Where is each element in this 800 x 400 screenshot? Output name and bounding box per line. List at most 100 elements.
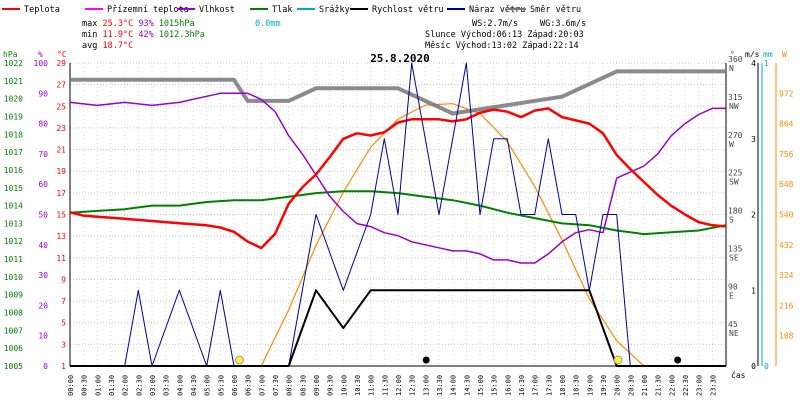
x-tick-label: 04:30 [190, 375, 198, 396]
x-tick-label: 20:00 [614, 375, 622, 396]
moon-marker [674, 356, 682, 364]
humidity-tick-label: 50 [38, 211, 48, 220]
rain-tick-label: 1 [764, 59, 769, 68]
pressure-tick-label: 1019 [4, 112, 23, 121]
legend-label: Přízemní teplota [107, 5, 189, 15]
svg-text:Měsíc Východ:13:02 Západ:22:14: Měsíc Východ:13:02 Západ:22:14 [425, 41, 579, 51]
x-tick-label: 06:30 [245, 375, 253, 396]
humidity-tick-label: 100 [34, 59, 49, 68]
solar-tick-label: 756 [779, 150, 794, 159]
series-line-n-raz-v-tru [70, 62, 726, 367]
speed-tick-label: 3 [751, 135, 756, 144]
solar-tick-label: 972 [779, 89, 794, 98]
svg-text:max 25.3°C 93% 1015hPa: max 25.3°C 93% 1015hPa [82, 19, 195, 29]
plot-area [69, 62, 727, 367]
direction-name-label: SW [729, 178, 739, 187]
x-tick-label: 14:00 [450, 375, 458, 396]
x-tick-label: 15:00 [477, 375, 485, 396]
rain-unit: mm [763, 50, 773, 59]
sun-label: Slunce [425, 30, 456, 40]
stats-block: max 25.3°C 93% 1015hPa 0.0mm min 11.9°C … [82, 19, 281, 51]
direction-name-label: E [729, 291, 734, 300]
direction-tick-label: 270 [728, 131, 743, 140]
direction-tick-label: 135 [728, 244, 743, 253]
pressure-tick-label: 1017 [4, 148, 23, 157]
x-tick-label: 04:00 [176, 375, 184, 396]
x-tick-label: 22:00 [668, 375, 676, 396]
legend: Teplota Přízemní teplota Vlhkost Tlak Srážky… [2, 5, 581, 15]
temp-tick-label: 3 [61, 340, 66, 349]
stats-min-label: min [82, 30, 97, 40]
pressure-tick-label: 1011 [4, 255, 23, 264]
x-axis-label: čas [731, 370, 746, 380]
x-tick-label: 03:30 [163, 375, 171, 396]
pressure-tick-label: 1013 [4, 219, 23, 228]
x-tick-label: 00:00 [67, 375, 75, 396]
humidity-tick-label: 30 [38, 271, 48, 280]
humidity-tick-label: 0 [43, 362, 48, 371]
pressure-tick-label: 1012 [4, 237, 23, 246]
svg-text:min 11.9°C 42% 1012.3hPa: min 11.9°C 42% 1012.3hPa [82, 30, 205, 40]
x-tick-label: 05:00 [204, 375, 212, 396]
humidity-tick-label: 20 [38, 301, 48, 310]
legend-label: Náraz větru [469, 5, 525, 15]
humidity-tick-label: 90 [38, 89, 48, 98]
speed-tick-label: 1 [751, 286, 756, 295]
stats-avg-temp: 18.7°C [102, 41, 133, 51]
direction-tick-label: 90 [728, 282, 738, 291]
moon-rise: Východ:13:02 [456, 41, 517, 51]
x-tick-label: 05:30 [217, 375, 225, 396]
x-tick-label: 18:00 [559, 375, 567, 396]
direction-name-label: NE [729, 329, 739, 338]
humidity-tick-label: 10 [38, 332, 48, 341]
temp-unit: °C [57, 50, 67, 59]
moon-marker [422, 356, 430, 364]
x-tick-label: 07:30 [272, 375, 280, 396]
stats-min-temp: 11.9°C [102, 30, 133, 40]
x-tick-label: 01:30 [108, 375, 116, 396]
x-tick-label: 15:30 [491, 375, 499, 396]
x-tick-label: 21:00 [641, 375, 649, 396]
x-tick-label: 08:00 [286, 375, 294, 396]
direction-name-label: S [729, 216, 734, 225]
chart-header: 25.8.2020 Teplota Přízemní teplota Vlhkost… [2, 5, 586, 65]
sun-marker [613, 355, 623, 365]
pressure-tick-label: 1022 [4, 59, 23, 68]
x-tick-label: 12:00 [395, 375, 403, 396]
direction-name-label: W [729, 140, 734, 149]
solar-tick-label: 864 [779, 120, 794, 129]
humidity-tick-label: 80 [38, 120, 48, 129]
temp-tick-label: 7 [61, 297, 66, 306]
speed-tick-label: 4 [751, 59, 756, 68]
rain-tick-label: 0 [764, 362, 769, 371]
x-tick-label: 10:00 [340, 375, 348, 396]
direction-name-label: NW [729, 102, 739, 111]
temp-tick-label: 5 [61, 319, 66, 328]
legend-label: Rychlost větru [372, 5, 444, 15]
stats-max-press: 1015hPa [159, 19, 195, 29]
x-tick-label: 13:00 [422, 375, 430, 396]
solar-tick-label: 432 [779, 241, 794, 250]
temp-tick-label: 9 [61, 275, 66, 284]
direction-name-label: N [729, 64, 734, 73]
wind-info: WS:2.7m/s WG:3.6m/s Slunce Východ:06:13 … [425, 19, 586, 51]
humidity-tick-label: 70 [38, 150, 48, 159]
legend-label: Srážky [319, 5, 350, 15]
stats-max-hum: 93% [138, 19, 153, 29]
pressure-tick-label: 1014 [4, 202, 23, 211]
pressure-tick-label: 1021 [4, 77, 23, 86]
solar-unit: W [782, 50, 787, 59]
x-tick-label: 19:30 [600, 375, 608, 396]
x-tick-label: 22:30 [682, 375, 690, 396]
x-tick-label: 17:30 [545, 375, 553, 396]
temp-tick-label: 1 [61, 362, 66, 371]
pressure-tick-label: 1008 [4, 309, 23, 318]
temp-tick-label: 19 [56, 167, 66, 176]
x-tick-label: 13:30 [436, 375, 444, 396]
x-tick-label: 03:00 [149, 375, 157, 396]
solar-tick-label: 108 [779, 332, 794, 341]
solar-tick-label: 324 [779, 271, 794, 280]
moon-set: Západ:22:14 [522, 41, 578, 51]
stats-avg-label: avg [82, 41, 97, 51]
